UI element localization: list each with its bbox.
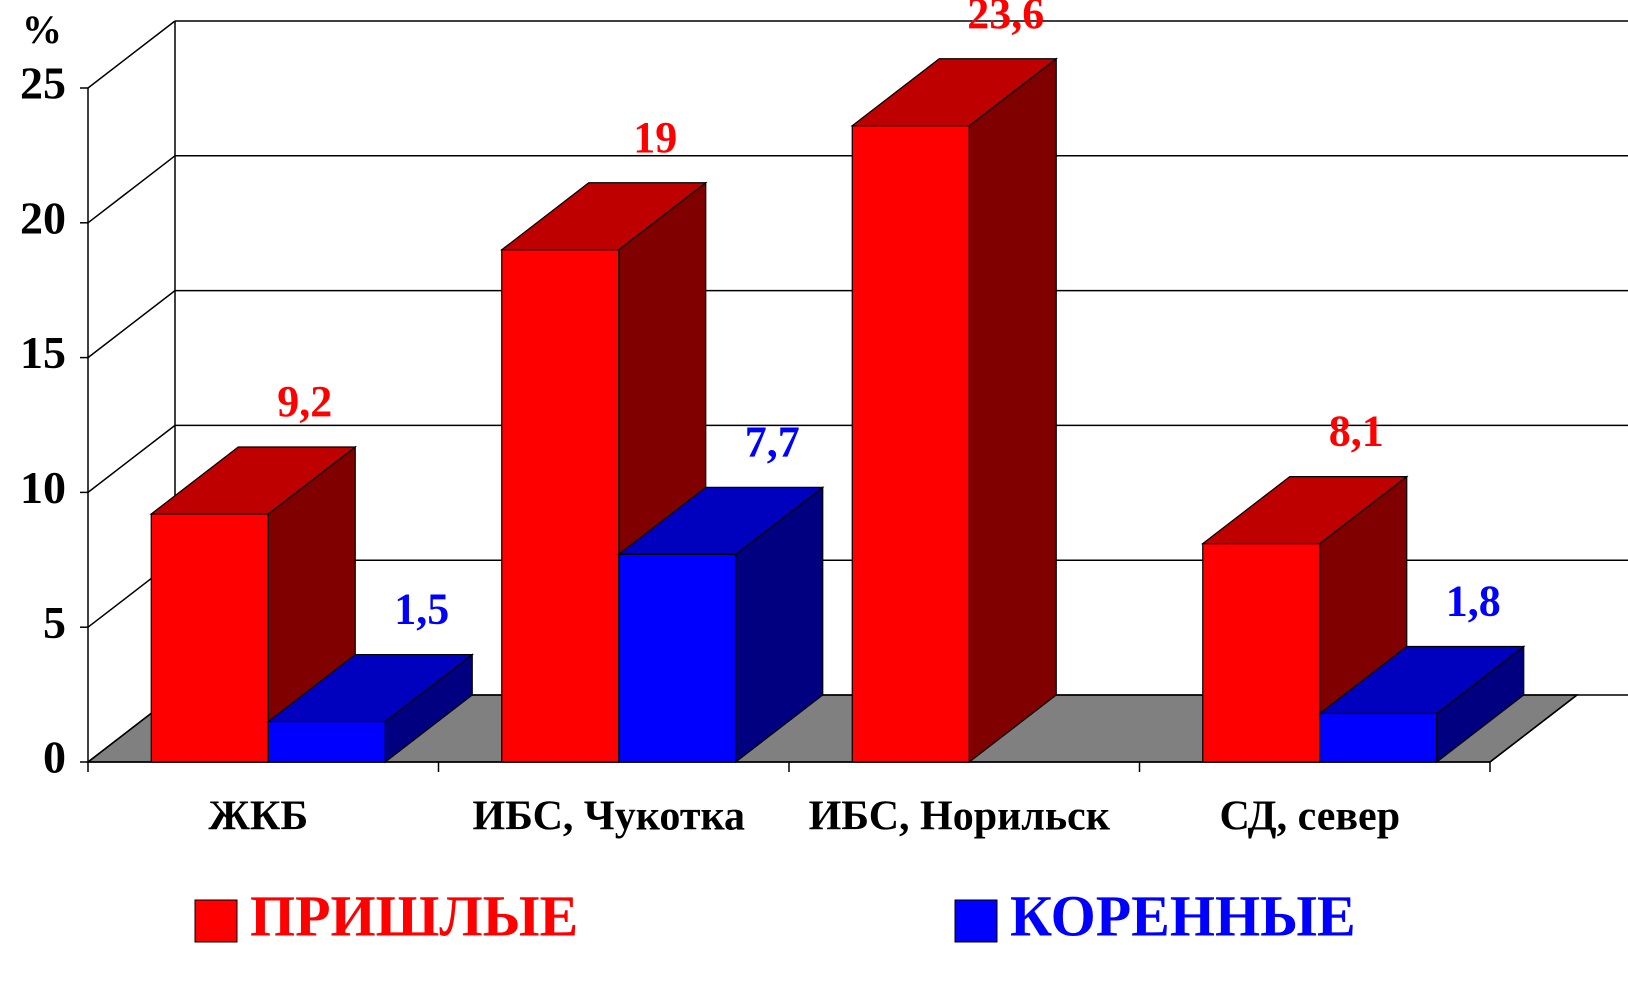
x-tick-label: СД, север — [1219, 794, 1400, 840]
bar-front — [150, 513, 269, 763]
bar-front — [1202, 543, 1321, 763]
bar-front — [851, 125, 970, 763]
data-label: 8,1 — [1329, 407, 1384, 456]
data-label: 23,6 — [967, 0, 1044, 38]
bar — [1317, 645, 1526, 764]
data-label: 9,2 — [277, 377, 332, 426]
x-tick-label: ИБС, Чукотка — [472, 794, 745, 840]
bar-front — [618, 553, 737, 763]
legend-swatch — [954, 899, 998, 943]
floor-right-edge — [1489, 694, 1578, 763]
grid-diagonal — [87, 20, 176, 89]
grid-diagonal — [87, 155, 176, 224]
x-tick-label: ИБС, Норильск — [809, 794, 1111, 840]
y-tick-label: 10 — [20, 462, 66, 513]
legend-label: КОРЕННЫЕ — [1010, 883, 1356, 948]
bar — [616, 486, 825, 764]
data-label: 1,5 — [394, 585, 449, 634]
bar — [850, 57, 1059, 764]
bar-front — [1319, 712, 1438, 763]
x-tick-label: ЖКБ — [208, 794, 308, 840]
y-tick-label: 5 — [43, 597, 66, 648]
y-tick-label: 15 — [20, 327, 66, 378]
legend-swatch — [194, 899, 238, 943]
grid-diagonal — [87, 290, 176, 359]
y-tick-label: 0 — [43, 732, 66, 783]
y-tick-label: 20 — [20, 192, 66, 243]
y-axis-label: % — [22, 7, 62, 52]
grid-diagonal — [87, 424, 176, 493]
data-label: 7,7 — [745, 418, 800, 467]
bar-side — [968, 57, 1057, 764]
legend-label: ПРИШЛЫЕ — [250, 883, 578, 948]
data-label: 1,8 — [1446, 577, 1501, 626]
bar-front — [501, 249, 620, 763]
y-tick-label: 25 — [20, 58, 66, 109]
data-label: 19 — [633, 113, 677, 162]
bar-front — [267, 720, 386, 763]
bar — [266, 653, 475, 764]
